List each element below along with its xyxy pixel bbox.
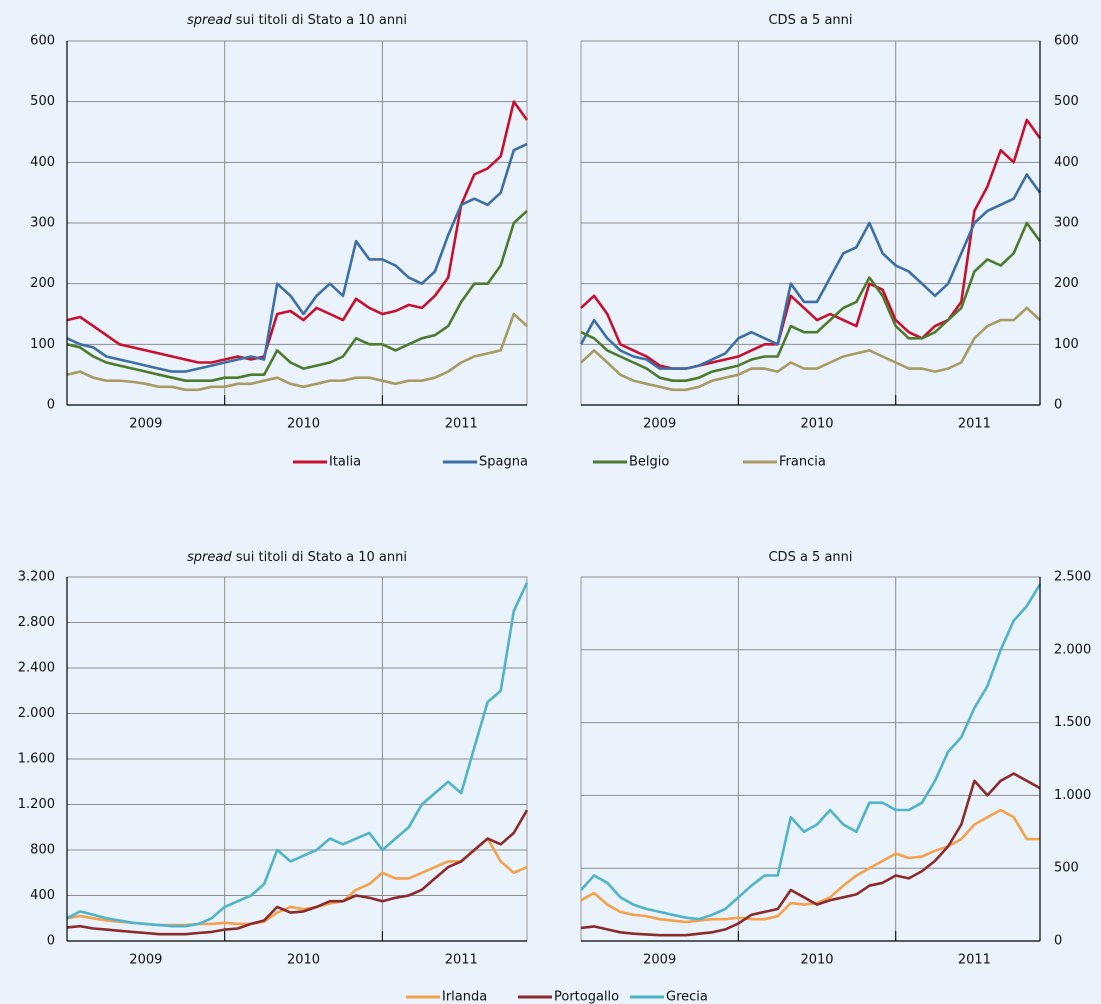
y-tick-label: 2.500 — [1054, 570, 1091, 585]
x-tick-label: 2009 — [643, 417, 676, 432]
y-tick-label: 2.400 — [18, 661, 55, 676]
line-series — [580, 306, 1041, 392]
y-tick-label: 2.000 — [18, 706, 55, 721]
chart-title: CDS a 5 anni — [768, 550, 852, 565]
x-tick-label: 2011 — [445, 417, 478, 432]
x-tick-label: 2009 — [129, 953, 162, 968]
chart-title-text: sui titoli di Stato a 10 anni — [236, 13, 407, 28]
line-series — [580, 221, 1042, 382]
line-series — [66, 582, 529, 928]
legend-label: Francia — [779, 455, 826, 470]
line-series — [66, 100, 529, 364]
x-tick-label: 2010 — [800, 417, 833, 432]
y-tick-label: 0 — [1054, 398, 1062, 413]
legend-label: Belgio — [629, 455, 669, 470]
y-tick-label: 600 — [1054, 34, 1079, 49]
y-tick-label: 500 — [30, 94, 55, 109]
y-tick-label: 200 — [1054, 276, 1079, 291]
y-tick-label: 100 — [30, 337, 55, 352]
line-series — [66, 142, 528, 373]
line-series — [579, 173, 1042, 370]
y-tick-label: 2.000 — [1054, 642, 1091, 657]
x-tick-label: 2009 — [643, 953, 676, 968]
x-tick-label: 2011 — [958, 953, 991, 968]
x-tick-label: 2010 — [287, 417, 320, 432]
line-series — [66, 809, 529, 936]
y-tick-label: 500 — [1054, 861, 1079, 876]
y-tick-label: 1.600 — [18, 752, 55, 767]
y-tick-label: 500 — [1054, 94, 1079, 109]
legend-label: Irlanda — [442, 990, 487, 1004]
y-tick-label: 2.800 — [18, 615, 55, 630]
line-series — [580, 808, 1040, 924]
chart-title-emphasis: spread — [187, 550, 232, 565]
y-tick-label: 3.200 — [18, 570, 55, 585]
chart-title-text: sui titoli di Stato a 10 anni — [236, 550, 407, 565]
y-tick-label: 400 — [1054, 155, 1079, 170]
legend-label: Italia — [329, 455, 361, 470]
y-tick-label: 0 — [47, 934, 55, 949]
line-series — [580, 772, 1041, 937]
y-tick-label: 200 — [30, 276, 55, 291]
y-tick-label: 0 — [1054, 934, 1062, 949]
x-tick-label: 2009 — [129, 417, 162, 432]
y-tick-label: 600 — [30, 34, 55, 49]
chart-title-text: CDS a 5 anni — [768, 13, 852, 28]
chart-title-emphasis: spread — [187, 13, 232, 28]
y-tick-label: 400 — [30, 155, 55, 170]
y-tick-label: 1.500 — [1054, 715, 1091, 730]
x-tick-label: 2010 — [800, 953, 833, 968]
line-series — [66, 209, 528, 382]
y-tick-label: 1.000 — [1054, 788, 1091, 803]
y-tick-label: 1.200 — [18, 797, 55, 812]
line-series — [580, 118, 1042, 370]
x-tick-label: 2011 — [958, 417, 991, 432]
x-tick-label: 2011 — [445, 953, 478, 968]
legend-label: Portogallo — [554, 990, 619, 1004]
line-series — [66, 312, 528, 392]
y-tick-label: 300 — [30, 216, 55, 231]
y-tick-label: 300 — [1054, 216, 1079, 231]
x-tick-label: 2010 — [287, 953, 320, 968]
y-tick-label: 400 — [30, 888, 55, 903]
chart-title: spread sui titoli di Stato a 10 anni — [187, 13, 407, 28]
y-tick-label: 100 — [1054, 337, 1079, 352]
chart-title: CDS a 5 anni — [768, 13, 852, 28]
y-tick-label: 0 — [47, 398, 55, 413]
line-series — [580, 583, 1042, 921]
chart-title-text: CDS a 5 anni — [768, 550, 852, 565]
legend-label: Grecia — [666, 990, 708, 1004]
legend-label: Spagna — [479, 455, 528, 470]
y-tick-label: 800 — [30, 843, 55, 858]
chart-title: spread sui titoli di Stato a 10 anni — [187, 550, 407, 565]
